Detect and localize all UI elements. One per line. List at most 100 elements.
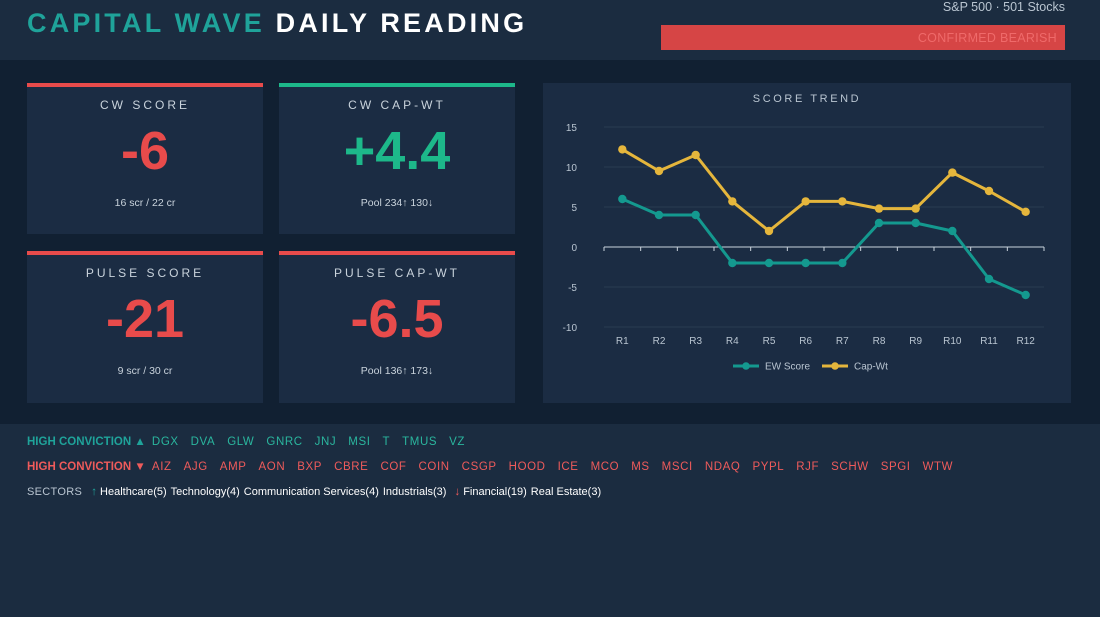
data-point-cap-wt <box>728 197 737 206</box>
data-point-ew-score <box>618 194 627 204</box>
legend-label: Cap-Wt <box>854 362 888 373</box>
series-line-cap-wt <box>621 148 1027 233</box>
data-point-ew-score <box>764 258 774 268</box>
index-meta: S&P 500 · 501 Stocks <box>942 0 1065 14</box>
x-tick-label: R1 <box>616 336 629 347</box>
ticker-down: AIZ <box>151 461 172 473</box>
page-title: CAPITAL WAVE DAILY READING <box>27 8 527 39</box>
card-value: -6.5 <box>350 289 444 349</box>
high-conviction-up-row: HIGH CONVICTION ▲ DGX DVA GLW GNRC JNJ MSI T TM… <box>27 436 965 461</box>
ticker-down: WTW <box>922 461 954 473</box>
title-reading: DAILY READING <box>275 8 528 38</box>
sector-down: Real Estate(3) <box>530 486 602 498</box>
y-tick-label: 5 <box>571 203 577 214</box>
data-point-cap-wt <box>691 150 700 160</box>
x-tick-label: R2 <box>653 336 666 347</box>
conviction-lists: HIGH CONVICTION ▲ DGX DVA GLW GNRC JNJ MSI T TM… <box>27 436 965 511</box>
card-label: CW SCORE <box>100 98 190 112</box>
y-tick-label: -5 <box>568 283 577 294</box>
ticker-down: COF <box>380 461 407 473</box>
ticker-up: T <box>382 436 391 448</box>
ticker-up: DGX <box>151 436 179 448</box>
ticker-down: MCO <box>590 461 620 473</box>
ticker-down: ICE <box>557 461 579 473</box>
ticker-down: RJF <box>796 461 820 473</box>
y-tick-label: 10 <box>566 163 578 174</box>
title-brand: CAPITAL WAVE <box>27 8 265 38</box>
sector-up: Technology(4) <box>170 486 240 498</box>
legend-marker-icon <box>831 362 839 370</box>
card-sub: Pool 136↑ 173↓ <box>360 365 434 377</box>
high-conviction-down-row: HIGH CONVICTION ▼ AIZ AJG AMP AON BXP CBRE COF… <box>27 461 965 486</box>
x-tick-label: R7 <box>836 336 849 347</box>
x-tick-label: R5 <box>763 336 776 347</box>
x-tick-label: R3 <box>689 336 702 347</box>
pulse-cap-wt-card: PULSE CAP-WT -6.5 Pool 136↑ 173↓ <box>279 251 515 403</box>
ticker-down: PYPL <box>752 461 785 473</box>
data-point-ew-score <box>838 258 847 268</box>
data-point-cap-wt <box>618 145 627 154</box>
sector-up: Communication Services(4) <box>243 486 379 498</box>
card-sub: Pool 234↑ 130↓ <box>360 197 434 209</box>
signal-badge: CONFIRMED BEARISH <box>661 25 1065 50</box>
data-point-cap-wt <box>1021 207 1030 216</box>
sector-up: Industrials(3) <box>382 486 447 498</box>
sector-up-arrow-icon: ↑ <box>91 486 98 498</box>
pulse-score-card: PULSE SCORE -21 9 scr / 30 cr <box>27 251 263 403</box>
ticker-down: COIN <box>418 461 450 473</box>
ticker-down: SPGI <box>880 461 911 473</box>
data-point-cap-wt <box>911 204 920 213</box>
chart-title: SCORE TREND <box>753 93 861 105</box>
data-point-ew-score <box>1021 290 1030 300</box>
data-point-ew-score <box>911 218 920 228</box>
x-tick-label: R11 <box>980 336 998 347</box>
legend-marker-icon <box>742 362 750 370</box>
ticker-up: MSI <box>348 436 371 448</box>
cw-score-card: CW SCORE -6 16 scr / 22 cr <box>27 83 263 234</box>
data-point-ew-score <box>984 274 994 284</box>
sector-down: Financial(19) <box>463 486 527 498</box>
x-tick-label: R9 <box>909 336 922 347</box>
x-tick-label: R4 <box>726 336 739 347</box>
data-point-cap-wt <box>874 204 884 213</box>
ticker-up: DVA <box>190 436 216 448</box>
data-point-cap-wt <box>801 197 810 206</box>
ticker-down: AON <box>258 461 286 473</box>
ticker-up: GNRC <box>266 436 303 448</box>
ticker-down: AMP <box>219 461 247 473</box>
data-point-cap-wt <box>654 166 664 176</box>
ticker-up: VZ <box>449 436 466 448</box>
card-sub: 9 scr / 30 cr <box>117 365 173 377</box>
ticker-down: HOOD <box>508 461 546 473</box>
x-tick-label: R6 <box>799 336 812 347</box>
x-tick-label: R12 <box>1016 336 1035 347</box>
card-label: PULSE SCORE <box>85 266 205 280</box>
card-value: -21 <box>105 289 185 349</box>
ticker-up: JNJ <box>314 436 337 448</box>
data-point-ew-score <box>691 210 700 220</box>
score-trend-svg: SCORE TREND 15 10 5 0 -5 -10 R1 R2 R3 R4 R5 R6 R7 R8 R… <box>563 93 1045 373</box>
x-tick-label: R8 <box>873 336 886 347</box>
ticker-up: GLW <box>227 436 255 448</box>
data-point-ew-score <box>728 258 737 268</box>
sectors-row: SECTORS ↑ Healthcare(5) Technology(4) Commu… <box>27 486 965 511</box>
y-tick-label: -10 <box>563 323 578 334</box>
high-conviction-up-label: HIGH CONVICTION ▲ <box>27 436 146 448</box>
ticker-down: CSGP <box>461 461 497 473</box>
data-point-cap-wt <box>948 168 957 177</box>
ticker-down: MSCI <box>661 461 693 473</box>
header: CAPITAL WAVE DAILY READING S&P 500 · 501… <box>0 0 1100 60</box>
sector-up: Healthcare(5) <box>100 486 167 498</box>
data-point-ew-score <box>801 258 810 268</box>
series-line-ew-score <box>621 197 1027 297</box>
data-point-ew-score <box>948 226 957 236</box>
ticker-down: NDAQ <box>704 461 741 473</box>
data-point-cap-wt <box>838 197 847 206</box>
data-point-cap-wt <box>984 186 994 196</box>
score-trend-chart: SCORE TREND 15 10 5 0 -5 -10 R1 R2 R3 R4 R5 R6 R7 R8 R… <box>543 83 1071 403</box>
cw-cap-wt-card: CW CAP-WT +4.4 Pool 234↑ 130↓ <box>279 83 515 234</box>
data-point-ew-score <box>874 218 884 228</box>
sectors-label: SECTORS <box>27 486 83 498</box>
card-sub: 16 scr / 22 cr <box>114 197 176 209</box>
ticker-down: SCHW <box>831 461 869 473</box>
